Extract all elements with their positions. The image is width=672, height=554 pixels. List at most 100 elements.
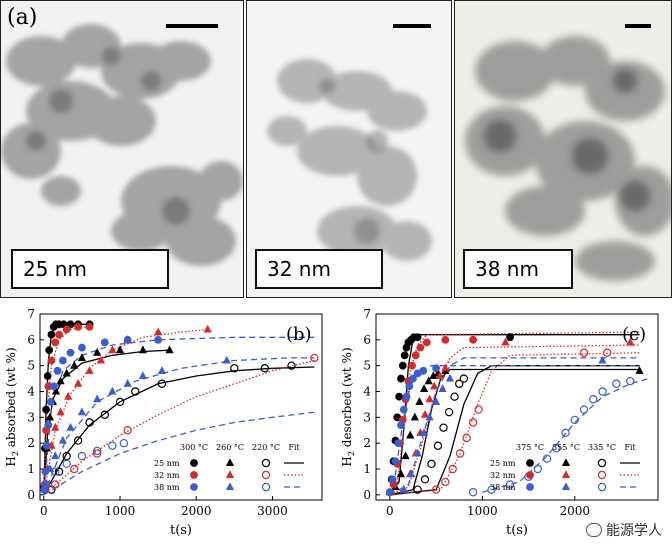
fit-curve xyxy=(389,368,640,496)
data-point xyxy=(561,428,570,438)
data-point xyxy=(77,353,87,361)
data-point xyxy=(46,397,55,406)
data-point xyxy=(85,418,94,427)
legend-header: 355 °C xyxy=(552,443,580,452)
legend-header: 375 °C xyxy=(516,443,544,452)
data-point xyxy=(602,348,612,357)
data-point xyxy=(55,330,63,339)
data-point xyxy=(439,423,448,432)
y-tick-label: 2 xyxy=(363,436,371,450)
legend-marker xyxy=(561,458,571,467)
data-point xyxy=(119,438,129,448)
data-point xyxy=(388,475,397,484)
tem-image-32nm: 32 nm xyxy=(246,0,452,298)
data-point xyxy=(626,376,635,386)
data-point xyxy=(62,325,71,334)
legend-marker xyxy=(190,483,198,491)
data-point xyxy=(123,379,132,387)
y-tick-label: 1 xyxy=(363,462,371,476)
fit-curve xyxy=(389,331,640,496)
data-point xyxy=(70,360,79,369)
data-point xyxy=(157,379,167,388)
data-point xyxy=(43,372,52,380)
data-point xyxy=(51,386,61,395)
legend-marker xyxy=(526,471,534,479)
data-point xyxy=(455,449,465,458)
tem-particles xyxy=(465,36,671,281)
data-point xyxy=(441,363,450,372)
data-point xyxy=(501,337,510,346)
y-tick-label: 0 xyxy=(363,488,371,502)
data-point xyxy=(53,366,62,375)
data-point xyxy=(51,451,60,460)
data-point xyxy=(154,335,163,344)
data-point xyxy=(47,330,56,339)
legend-marker xyxy=(561,470,571,479)
data-point xyxy=(424,376,433,385)
data-point xyxy=(448,464,457,474)
data-point xyxy=(222,355,231,364)
data-point xyxy=(598,387,607,396)
data-point xyxy=(123,335,132,344)
data-point xyxy=(579,405,589,414)
legend-row-label: 38 nm xyxy=(154,483,180,492)
y-tick-label: 3 xyxy=(27,410,35,424)
particle-size-label: 38 nm xyxy=(463,249,573,289)
data-point xyxy=(260,364,270,373)
data-point xyxy=(635,366,644,374)
legend-row-label: 25 nm xyxy=(154,459,180,468)
data-point xyxy=(42,405,50,414)
data-point xyxy=(468,418,478,427)
data-point xyxy=(410,412,419,421)
y-tick-label: 7 xyxy=(27,307,35,321)
legend-marker xyxy=(225,470,235,479)
scale-bar xyxy=(393,24,431,28)
data-point xyxy=(431,485,441,494)
y-tick-label: 1 xyxy=(27,462,35,476)
data-point xyxy=(411,351,420,360)
legend-header: 260 °C xyxy=(216,443,244,452)
legend-header: Fit xyxy=(624,443,636,452)
data-point xyxy=(400,351,409,360)
data-point xyxy=(438,384,447,392)
tem-image-38nm: 38 nm xyxy=(454,0,672,298)
legend-marker xyxy=(190,459,198,467)
data-point xyxy=(85,366,94,374)
legend-header: 300 °C xyxy=(180,443,208,452)
data-point xyxy=(406,430,415,439)
data-point xyxy=(450,392,459,401)
data-point xyxy=(441,477,450,487)
legend-marker xyxy=(597,458,607,468)
data-point xyxy=(399,484,408,493)
data-point xyxy=(430,381,439,390)
data-point xyxy=(108,441,117,450)
data-point xyxy=(41,480,51,489)
x-tick-label: 1000 xyxy=(467,504,498,518)
legend-marker xyxy=(261,482,271,492)
data-point xyxy=(427,459,436,469)
data-point xyxy=(92,449,102,458)
legend-marker xyxy=(597,482,607,492)
data-point xyxy=(397,374,405,383)
data-point xyxy=(444,407,454,417)
data-point xyxy=(131,387,140,396)
tem-image-25nm: 25 nm (a) xyxy=(0,0,244,298)
data-point xyxy=(413,333,422,342)
panel-label: (c) xyxy=(622,324,646,345)
data-point xyxy=(115,345,125,354)
data-point xyxy=(398,361,407,370)
data-point xyxy=(93,394,102,403)
x-tick-label: 0 xyxy=(386,504,394,518)
data-point xyxy=(419,366,428,375)
data-point xyxy=(433,441,443,450)
y-tick-label: 2 xyxy=(27,436,35,450)
data-point xyxy=(51,467,60,476)
data-point xyxy=(49,382,58,391)
plot-frame xyxy=(39,313,323,501)
data-point xyxy=(397,421,405,429)
panel-label-a: (a) xyxy=(7,5,38,30)
data-point xyxy=(435,371,444,380)
scale-bar xyxy=(166,24,218,28)
data-point xyxy=(425,394,434,403)
data-point xyxy=(459,374,469,383)
